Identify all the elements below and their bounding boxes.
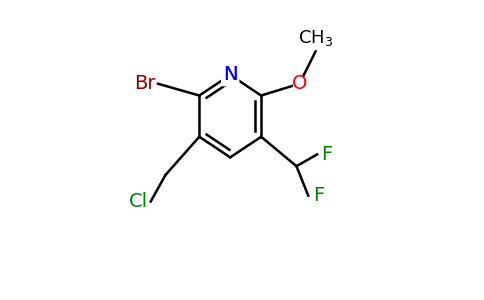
Text: N: N <box>223 65 238 84</box>
Text: N: N <box>223 65 238 84</box>
Bar <box>293 77 306 90</box>
Text: Cl: Cl <box>129 192 148 211</box>
Text: F: F <box>313 186 324 205</box>
Text: CH$_3$: CH$_3$ <box>298 28 333 48</box>
Text: O: O <box>292 74 307 93</box>
Text: F: F <box>321 145 333 164</box>
Text: Br: Br <box>134 74 155 93</box>
Text: N: N <box>223 65 238 84</box>
Bar <box>223 68 238 82</box>
